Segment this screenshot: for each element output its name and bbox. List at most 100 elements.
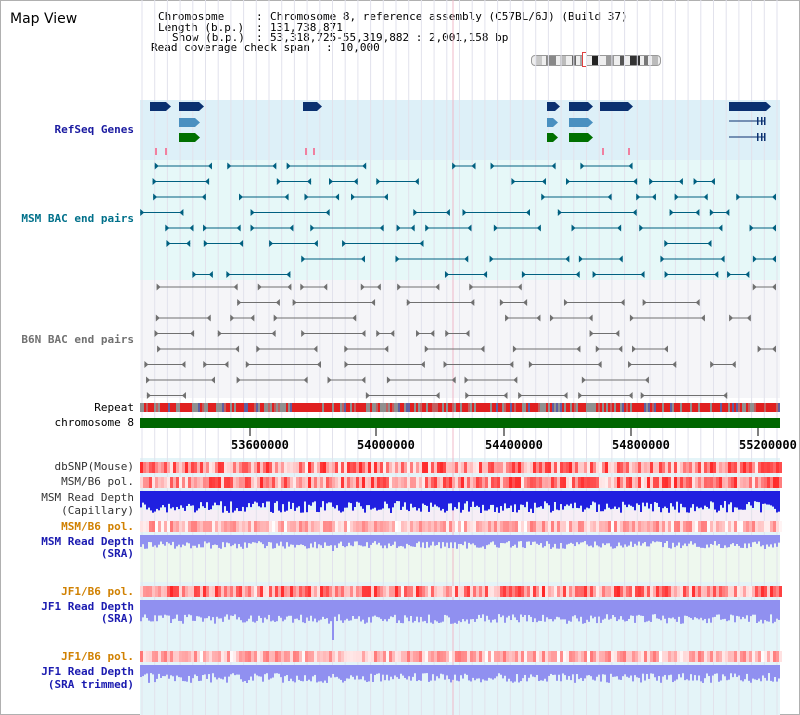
jf1-trim-depth bbox=[712, 665, 714, 676]
msm-sra-depth bbox=[166, 535, 168, 542]
repeat-mark bbox=[222, 403, 224, 412]
msm-b6-pol-label[interactable]: MSM/B6 pol. bbox=[61, 475, 134, 488]
msm-b6-pol-heat-2 bbox=[668, 521, 671, 532]
jf1-b6-pol-heat-2 bbox=[419, 651, 422, 662]
msm-b6-pol-heat-2 bbox=[434, 521, 437, 532]
jf1-depth-sra-label[interactable]: JF1 Read Depth bbox=[41, 600, 134, 613]
dbsnp-label[interactable]: dbSNP(Mouse) bbox=[54, 460, 134, 473]
msm-sra-depth bbox=[538, 535, 540, 545]
b6n-bac-pair-end bbox=[642, 299, 647, 306]
msm-capillary-depth bbox=[658, 491, 660, 507]
repeat-label[interactable]: Repeat bbox=[94, 401, 134, 414]
repeat-mark bbox=[146, 403, 148, 412]
jf1-trim-depth bbox=[762, 665, 764, 676]
gene-exon bbox=[761, 117, 763, 125]
msm-bac-pair-end bbox=[511, 178, 516, 185]
msm-b6-pol-heat bbox=[452, 477, 455, 488]
jf1-b6-pol-heat bbox=[302, 586, 305, 597]
msm-b6-pol-heat bbox=[152, 477, 155, 488]
jf1-trim-depth bbox=[584, 665, 586, 679]
jf1-b6-pol-heat bbox=[506, 586, 509, 597]
msm-depth-sra-label[interactable]: MSM Read Depth bbox=[41, 535, 134, 548]
msm-b6-pol-heat-2 bbox=[596, 521, 599, 532]
jf1-b6-pol-heat-2 bbox=[314, 651, 317, 662]
msm-sra-depth bbox=[644, 535, 646, 542]
jf1-sra-depth bbox=[662, 600, 664, 616]
jf1-sra-depth bbox=[172, 600, 174, 620]
msm-b6-pol-heat bbox=[146, 477, 149, 488]
jf1-sra-depth bbox=[776, 600, 778, 619]
msm-capillary-depth bbox=[572, 491, 574, 509]
msm-bac-pair-end bbox=[752, 255, 757, 263]
msm-b6-pol-label-2[interactable]: MSM/B6 pol. bbox=[61, 520, 134, 533]
jf1-b6-pol-heat-2 bbox=[218, 651, 221, 662]
repeat-mark bbox=[368, 403, 370, 412]
jf1-sra-depth bbox=[162, 600, 164, 618]
repeat-mark bbox=[660, 403, 662, 412]
jf1-b6-pol-heat bbox=[440, 586, 443, 597]
repeat-mark bbox=[152, 403, 154, 412]
dbsnp-heat bbox=[563, 462, 566, 473]
msm-capillary-depth bbox=[440, 491, 442, 511]
dbsnp-heat bbox=[566, 462, 569, 473]
msm-capillary-depth bbox=[508, 491, 510, 508]
refseq-label[interactable]: RefSeq Genes bbox=[54, 123, 134, 136]
repeat-mark bbox=[528, 403, 530, 412]
jf1-trim-depth bbox=[422, 665, 424, 674]
jf1-b6-pol-heat-2 bbox=[614, 651, 617, 662]
msm-b6-pol-heat-2 bbox=[734, 521, 737, 532]
repeat-mark bbox=[192, 403, 194, 412]
msm-sra-depth bbox=[472, 535, 474, 544]
jf1-sra-depth bbox=[320, 600, 322, 620]
msm-sra-depth bbox=[408, 535, 410, 546]
msm-bac-label[interactable]: MSM BAC end pairs bbox=[21, 212, 134, 225]
repeat-mark bbox=[290, 403, 292, 412]
msm-bac-pair-end bbox=[575, 271, 580, 278]
msm-capillary-depth bbox=[432, 491, 434, 507]
msm-capillary-depth bbox=[296, 491, 298, 508]
jf1-sra-depth bbox=[442, 600, 444, 622]
b6n-bac-label[interactable]: B6N BAC end pairs bbox=[21, 333, 134, 346]
msm-capillary-depth bbox=[778, 491, 780, 512]
msm-b6-pol-heat-2 bbox=[629, 521, 632, 532]
jf1-b6-pol-heat bbox=[356, 586, 359, 597]
msm-sra-depth bbox=[150, 535, 152, 543]
msm-b6-pol-heat bbox=[167, 477, 170, 488]
repeat-mark bbox=[756, 403, 758, 412]
msm-capillary-depth bbox=[244, 491, 246, 512]
jf1-trim-depth bbox=[426, 665, 428, 674]
jf1-trim-depth bbox=[484, 665, 486, 681]
jf1-b6-pol-heat bbox=[461, 586, 464, 597]
jf1-b6-pol-heat-2 bbox=[737, 651, 740, 662]
jf1-b6-pol-label[interactable]: JF1/B6 pol. bbox=[61, 585, 134, 598]
jf1-b6-pol-heat bbox=[413, 586, 416, 597]
dbsnp-heat bbox=[758, 462, 761, 473]
jf1-b6-pol-heat-2 bbox=[647, 651, 650, 662]
msm-b6-pol-heat bbox=[317, 477, 320, 488]
msm-capillary-depth bbox=[500, 491, 502, 507]
msm-sra-depth bbox=[704, 535, 706, 549]
repeat-mark bbox=[378, 403, 380, 412]
jf1-depth-trim-label[interactable]: JF1 Read Depth bbox=[41, 665, 134, 678]
msm-depth-capillary-label[interactable]: MSM Read Depth bbox=[41, 491, 134, 504]
msm-b6-pol-heat bbox=[623, 477, 626, 488]
msm-b6-pol-heat-2 bbox=[515, 521, 518, 532]
jf1-b6-pol-label-2[interactable]: JF1/B6 pol. bbox=[61, 650, 134, 663]
msm-bac-pair-end bbox=[269, 240, 274, 247]
msm-capillary-depth bbox=[372, 491, 374, 509]
msm-capillary-depth bbox=[334, 491, 336, 509]
dbsnp-heat bbox=[149, 462, 152, 473]
msm-b6-pol-heat-2 bbox=[593, 521, 596, 532]
jf1-sra-depth bbox=[564, 600, 566, 620]
msm-capillary-depth bbox=[700, 491, 702, 508]
jf1-b6-pol-heat bbox=[674, 586, 677, 597]
b6n-bac-pair-end bbox=[523, 299, 528, 306]
b6n-bac-pair-end bbox=[313, 345, 318, 353]
window-title: Map View bbox=[10, 11, 78, 27]
repeat-mark bbox=[166, 403, 168, 412]
msm-capillary-depth bbox=[426, 491, 428, 506]
repeat-mark bbox=[770, 403, 772, 412]
gene-arrow bbox=[195, 133, 200, 142]
jf1-b6-pol-heat-2 bbox=[155, 651, 158, 662]
